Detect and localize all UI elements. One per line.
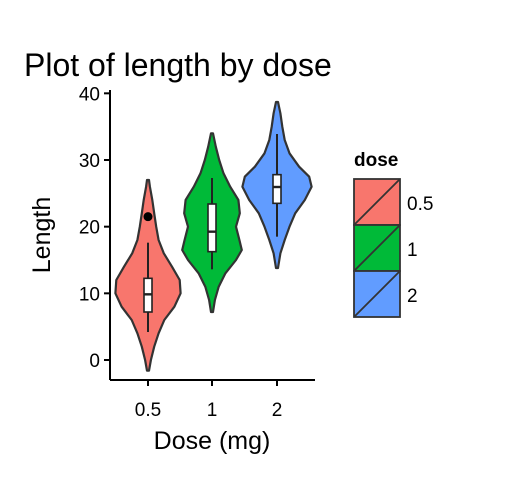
x-tick-label: 0.5: [135, 400, 161, 421]
legend-key-diagonal: [353, 178, 401, 226]
legend-title: dose: [354, 150, 398, 171]
box-2: [272, 173, 282, 205]
chart-title: Plot of length by dose: [24, 47, 332, 83]
x-axis-title: Dose (mg): [154, 427, 271, 455]
plot-area: [114, 100, 313, 372]
y-tick-label: 10: [79, 284, 100, 305]
legend-label: 1: [407, 240, 418, 261]
legend-key-diagonal: [353, 224, 401, 272]
box-1: [207, 203, 217, 253]
legend: dose 0.5 1 2: [353, 150, 433, 318]
x-tick-label: 2: [272, 400, 283, 421]
y-tick-label: 0: [89, 351, 100, 372]
y-tick-label: 40: [79, 84, 100, 105]
y-axis-title: Length: [28, 197, 56, 273]
x-tick-label: 1: [207, 400, 218, 421]
legend-label: 2: [407, 286, 418, 307]
axes: 0 10 20 30 40 0.5 1 2: [79, 84, 315, 421]
y-tick-label: 20: [79, 218, 100, 239]
legend-label: 0.5: [407, 194, 433, 215]
y-tick-label: 30: [79, 151, 100, 172]
outlier-point-0.5-0: [143, 212, 153, 222]
legend-key-diagonal: [353, 270, 401, 318]
